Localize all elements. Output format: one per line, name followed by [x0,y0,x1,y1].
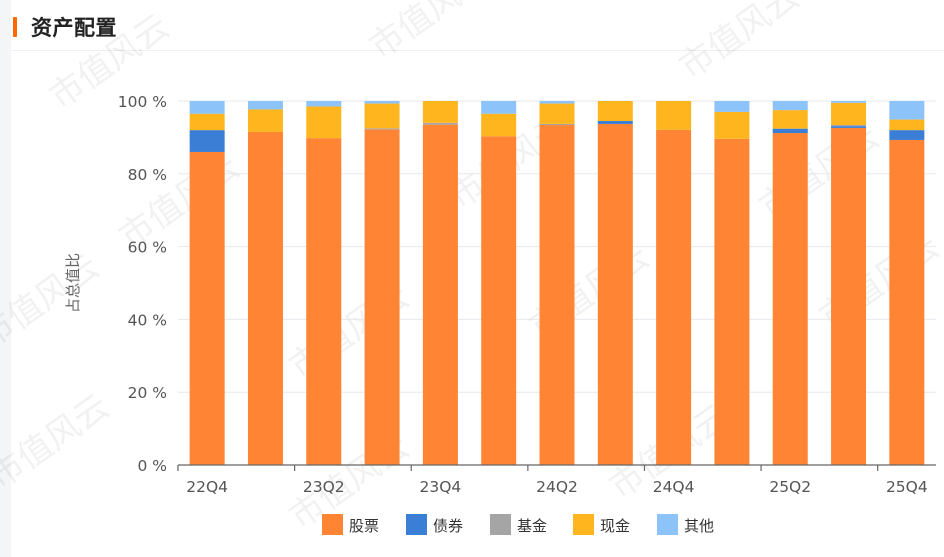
x-tick-label: 24Q4 [653,478,695,496]
bar-segment-其他[interactable] [247,101,283,110]
bar-segment-债券[interactable] [189,130,225,152]
y-tick-label: 60 % [128,239,167,257]
bar-segment-现金[interactable] [364,103,400,129]
legend-item-股票[interactable]: 股票 [322,514,379,535]
bar-stack-23Q2[interactable] [306,101,342,466]
legend-swatch [322,514,343,535]
y-axis-label: 占总值比 [64,253,82,313]
bar-segment-基金[interactable] [364,128,400,130]
legend-item-债券[interactable]: 债券 [406,514,463,535]
x-tick-label: 24Q2 [536,478,578,496]
bar-segment-现金[interactable] [481,113,517,137]
x-tick-label: 23Q4 [419,478,461,496]
bar-segment-股票[interactable] [189,151,225,465]
legend-label: 股票 [349,517,379,535]
legend-swatch [406,514,427,535]
bar-segment-现金[interactable] [422,101,458,123]
chart-bars [189,101,925,466]
bar-segment-其他[interactable] [539,101,575,104]
legend-swatch [573,514,594,535]
watermark-text: 市值风云 [672,0,806,87]
bar-segment-股票[interactable] [772,133,808,466]
watermark-text: 市值风云 [0,387,117,498]
bar-segment-股票[interactable] [306,138,342,466]
legend-label: 债券 [433,517,463,535]
bar-segment-股票[interactable] [597,123,633,465]
bar-segment-其他[interactable] [189,101,225,114]
chart-axes: 0 % 20 % 40 % 60 % 80 % 100 % 占总值比 22Q4 23Q2 23Q4… [64,93,936,496]
bar-segment-股票[interactable] [889,139,925,465]
bar-segment-其他[interactable] [306,101,342,107]
bar-segment-股票[interactable] [364,129,400,465]
page-title: 资产配置 [31,16,117,40]
bar-segment-股票[interactable] [539,125,575,466]
bar-segment-现金[interactable] [539,103,575,124]
bar-segment-其他[interactable] [831,101,867,103]
legend-item-现金[interactable]: 现金 [573,514,630,535]
bar-stack-25Q3[interactable] [831,101,867,465]
y-tick-label: 100 % [118,93,167,111]
bar-segment-股票[interactable] [481,136,517,466]
bar-stack-25Q1[interactable] [714,101,750,465]
bar-segment-其他[interactable] [481,101,517,114]
bar-stack-24Q1[interactable] [481,101,517,466]
x-tick-label: 23Q2 [303,478,345,496]
bar-segment-现金[interactable] [772,110,808,129]
bar-stack-24Q4[interactable] [656,101,692,466]
legend-item-其他[interactable]: 其他 [657,514,714,535]
legend-label: 其他 [684,517,714,535]
y-tick-label: 40 % [128,311,167,329]
bar-segment-债券[interactable] [831,126,867,128]
watermark-text: 市值风云 [0,247,107,358]
bar-segment-其他[interactable] [889,101,925,120]
bar-segment-现金[interactable] [714,111,750,139]
bar-segment-股票[interactable] [247,131,283,465]
bar-segment-现金[interactable] [597,101,633,122]
y-tick-label: 80 % [128,166,167,184]
title-accent-bar [13,17,17,37]
bar-segment-其他[interactable] [772,101,808,111]
x-tick-label: 25Q2 [769,478,811,496]
legend-item-基金[interactable]: 基金 [490,514,547,535]
bar-stack-23Q1[interactable] [247,101,283,465]
bar-segment-基金[interactable] [422,122,458,125]
bar-segment-股票[interactable] [831,127,867,465]
card-header: 资产配置 [11,0,944,51]
bar-segment-基金[interactable] [831,125,867,127]
bar-stack-25Q4[interactable] [889,101,925,465]
watermark-text: 市值风云 [752,117,886,228]
bar-stack-24Q3[interactable] [597,101,633,465]
bar-stack-22Q4[interactable] [189,101,225,465]
x-tick-label: 22Q4 [186,478,228,496]
watermark-text: 市值风云 [362,0,496,67]
bar-segment-基金[interactable] [539,123,575,126]
bar-segment-债券[interactable] [889,130,925,140]
bar-segment-现金[interactable] [189,113,225,131]
legend-swatch [657,514,678,535]
bar-stack-23Q3[interactable] [364,101,400,465]
bar-segment-现金[interactable] [656,101,692,130]
bar-segment-其他[interactable] [714,101,750,112]
bar-segment-股票[interactable] [714,138,750,465]
chart-legend[interactable]: 股票 债券 基金 现金 其他 [322,514,714,535]
bar-segment-债券[interactable] [597,121,633,124]
legend-label: 基金 [517,517,547,535]
bar-stack-23Q4[interactable] [422,101,458,465]
bar-segment-债券[interactable] [772,128,808,134]
bar-segment-现金[interactable] [306,106,342,139]
y-tick-label: 0 % [137,457,167,475]
y-tick-label: 20 % [128,384,167,402]
bar-segment-现金[interactable] [247,109,283,132]
bar-segment-股票[interactable] [422,124,458,465]
legend-label: 现金 [600,517,630,535]
bar-stack-25Q2[interactable] [772,101,808,466]
bar-segment-现金[interactable] [889,119,925,131]
bar-segment-现金[interactable] [831,102,867,126]
bar-stack-24Q2[interactable] [539,101,575,466]
x-tick-label: 25Q4 [886,478,928,496]
legend-swatch [490,514,511,535]
bar-segment-股票[interactable] [656,129,692,466]
bar-segment-其他[interactable] [364,101,400,104]
